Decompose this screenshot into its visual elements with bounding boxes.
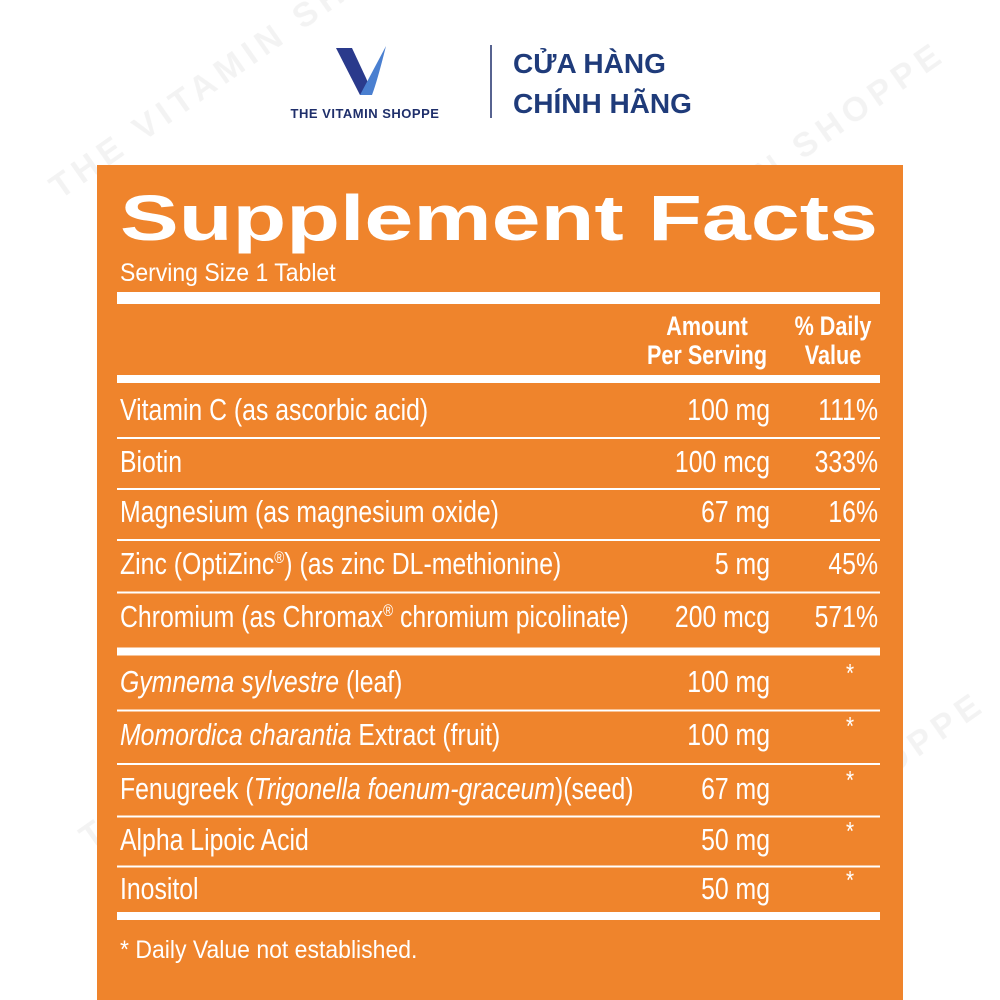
row-line xyxy=(117,591,880,594)
name-part: Zinc (OptiZinc xyxy=(120,546,274,580)
ingredient-name: Inositol xyxy=(120,871,199,905)
daily-value: 571% xyxy=(815,599,878,633)
daily-value: * xyxy=(846,866,854,895)
footnote: * Daily Value not established. xyxy=(120,936,417,964)
row-line xyxy=(117,539,880,541)
daily-value: * xyxy=(846,817,854,846)
serving-size: Serving Size 1 Tablet xyxy=(120,259,336,287)
daily-value: 333% xyxy=(815,444,878,478)
amount: 200 mcg xyxy=(675,599,770,633)
name-part: Inositol xyxy=(120,871,199,905)
name-part: Magnesium (as magnesium oxide) xyxy=(120,494,499,528)
name-part: ) (as zinc DL-methionine) xyxy=(284,546,561,580)
rule xyxy=(117,292,880,304)
daily-value: * xyxy=(846,659,854,688)
ingredient-name: Zinc (OptiZinc®) (as zinc DL-methionine) xyxy=(120,546,561,580)
amount: 67 mg xyxy=(701,771,770,805)
ingredient-name: Gymnema sylvestre (leaf) xyxy=(120,664,402,698)
rule xyxy=(117,375,880,383)
amount: 67 mg xyxy=(701,494,770,528)
name-part: (leaf) xyxy=(339,664,402,698)
row-line xyxy=(117,763,880,765)
amount: 100 mg xyxy=(687,392,770,426)
rule xyxy=(117,912,880,920)
name-part: Momordica charantia xyxy=(120,717,351,751)
ingredient-name: Chromium (as Chromax® chromium picolinat… xyxy=(120,599,629,633)
name-part: Alpha Lipoic Acid xyxy=(120,822,309,856)
daily-value: 45% xyxy=(828,546,878,580)
name-part: Vitamin C (as ascorbic acid) xyxy=(120,392,428,426)
column-header: % Daily xyxy=(795,312,872,342)
name-part: Chromium (as Chromax xyxy=(120,599,383,633)
column-header: Amount xyxy=(666,312,748,342)
name-part: Extract (fruit) xyxy=(351,717,500,751)
facts-title: Supplement Facts xyxy=(120,182,878,254)
logo: THE VITAMIN SHOPPE xyxy=(291,46,440,121)
ingredient-name: Fenugreek (Trigonella foenum-graceum)(se… xyxy=(120,771,634,805)
row-line xyxy=(117,709,880,712)
facts-panel xyxy=(97,165,903,1000)
daily-value: * xyxy=(846,766,854,795)
name-part: Trigonella foenum-graceum xyxy=(254,771,555,805)
tagline: CỬA HÀNG xyxy=(513,47,666,79)
logo-left xyxy=(336,48,372,95)
name-part: )(seed) xyxy=(555,771,634,805)
amount: 100 mcg xyxy=(675,444,770,478)
amount: 50 mg xyxy=(701,871,770,905)
name-part: ® xyxy=(383,601,394,620)
name-part: Gymnema sylvestre xyxy=(120,664,339,698)
daily-value: 111% xyxy=(818,392,878,426)
amount: 100 mg xyxy=(687,717,770,751)
name-part: ® xyxy=(274,548,285,567)
tagline: CHÍNH HÃNG xyxy=(513,88,692,119)
logo-right xyxy=(360,46,386,95)
name-part: Biotin xyxy=(120,444,182,478)
rule xyxy=(117,647,880,656)
amount: 5 mg xyxy=(715,546,770,580)
row-line xyxy=(117,815,880,818)
daily-value: * xyxy=(846,712,854,741)
ingredient-name: Vitamin C (as ascorbic acid) xyxy=(120,392,428,426)
row-line xyxy=(117,865,880,868)
ingredient-name: Magnesium (as magnesium oxide) xyxy=(120,494,499,528)
row-line xyxy=(117,437,880,439)
logo-text: THE VITAMIN SHOPPE xyxy=(291,106,440,121)
ingredient-name: Momordica charantia Extract (fruit) xyxy=(120,717,500,751)
column-header: Per Serving xyxy=(647,341,767,371)
amount: 100 mg xyxy=(687,664,770,698)
ingredient-name: Alpha Lipoic Acid xyxy=(120,822,309,856)
amount: 50 mg xyxy=(701,822,770,856)
column-header: Value xyxy=(805,341,861,371)
name-part: Fenugreek ( xyxy=(120,771,254,805)
row-line xyxy=(117,488,880,490)
ingredient-name: Biotin xyxy=(120,444,182,478)
daily-value: 16% xyxy=(828,494,878,528)
name-part: chromium picolinate) xyxy=(393,599,629,633)
